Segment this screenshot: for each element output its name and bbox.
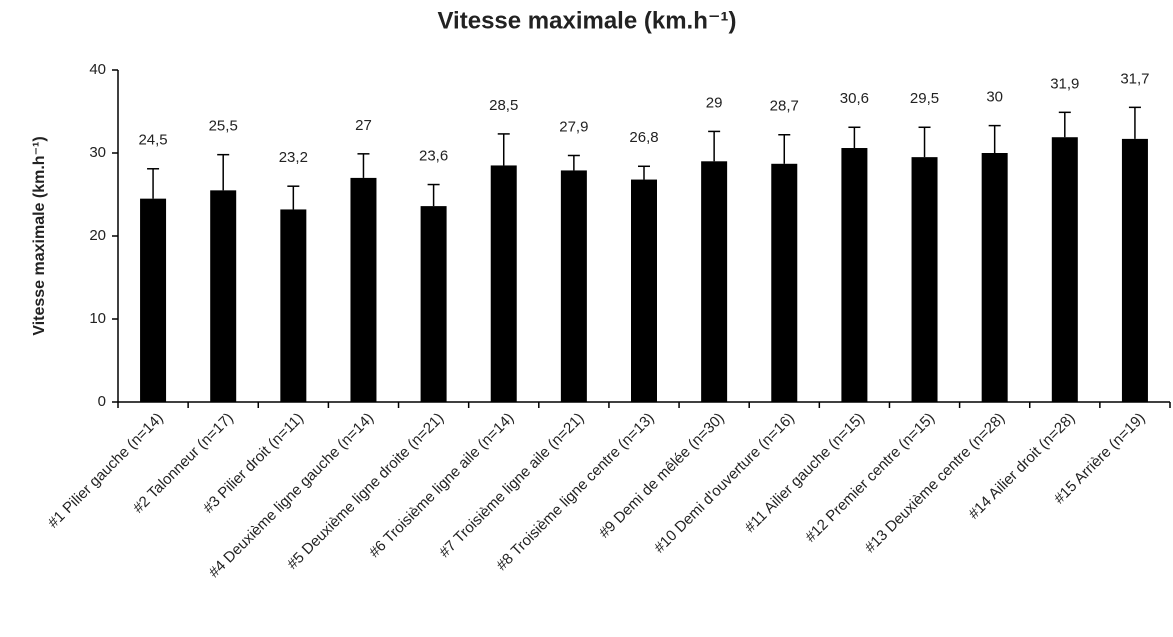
bar [140,198,167,402]
value-label: 30 [986,89,1003,106]
value-label: 27,9 [559,118,588,135]
bar [631,179,657,402]
y-tick-label: 0 [98,393,106,410]
value-label: 31,7 [1120,70,1149,87]
value-label: 29 [706,94,723,111]
bar [420,206,447,402]
x-tick-label: #11 Ailier gauche (n=15) [742,410,869,537]
value-label: 27 [355,117,372,134]
bar [490,165,517,402]
bar [560,170,587,402]
x-tick-label: #7 Troisième ligne aile (n=21) [436,410,587,561]
value-label: 28,7 [770,98,799,115]
bar [350,177,377,402]
bar [911,157,938,402]
x-tick-label: #13 Deuxième centre (n=28) [862,410,1009,557]
bar [1051,137,1078,403]
y-tick-label: 20 [89,227,106,244]
bar [701,161,728,402]
bar [210,190,237,402]
x-tick-label: #12 Premier centre (n=15) [802,410,938,546]
bar [841,148,868,402]
value-label: 29,5 [910,90,939,107]
value-label: 31,9 [1050,75,1079,92]
bar [981,153,1008,402]
bar [771,163,798,402]
y-tick-label: 40 [89,61,106,78]
x-tick-label: #1 Pilier gauche (n=14) [45,410,167,532]
value-label: 28,5 [489,97,518,114]
value-label: 24,5 [138,132,167,149]
value-label: 23,6 [419,148,448,165]
y-tick-label: 10 [89,310,106,327]
x-tick-label: #6 Troisième ligne aile (n=14) [366,410,517,561]
bar [280,209,307,402]
value-label: 30,6 [840,90,869,107]
chart-title: Vitesse maximale (km.h⁻¹) [437,7,736,34]
value-label: 26,8 [629,129,658,146]
y-axis-label: Vitesse maximale (km.h⁻¹) [31,136,48,335]
x-tick-label: #10 Demi d'ouverture (n=16) [651,410,798,557]
x-tick-label: #9 Demi de mêlée (n=30) [596,410,728,542]
value-label: 23,2 [279,149,308,166]
value-label: 25,5 [209,118,238,135]
y-tick-label: 30 [89,144,106,161]
bar [1121,138,1148,402]
